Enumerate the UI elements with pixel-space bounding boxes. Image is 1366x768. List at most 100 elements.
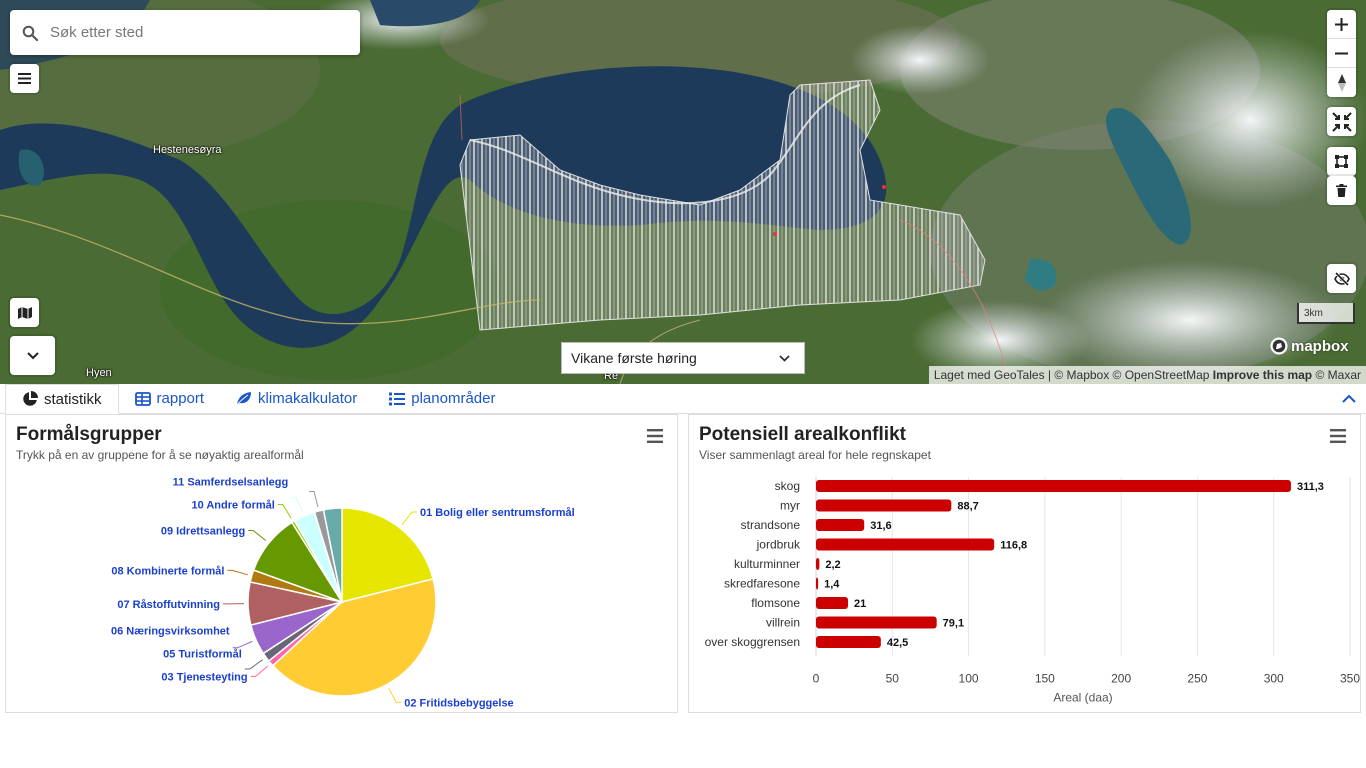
y-category-label: kulturminner [734,557,800,571]
compass-button[interactable] [1327,68,1356,97]
x-tick-label: 250 [1187,672,1207,686]
tab-klimakalkulator[interactable]: klimakalkulator [220,384,373,413]
pie-label[interactable]: 03 Tjenesteyting [161,671,247,683]
tab-bar: statistikk rapport klimakalkulator plano… [0,384,1366,414]
bar-chart[interactable]: 0 50 100 150 200 250 300 350 skog 311,3 myr 88,7 str… [689,473,1360,713]
pie-connector [250,665,269,677]
hamburger-icon [18,73,31,84]
bar-value-label: 88,7 [957,501,978,513]
pie-slice[interactable] [322,507,343,603]
y-category-label: skredfaresone [724,577,800,591]
zoom-out-button[interactable] [1327,39,1356,68]
improve-map-link[interactable]: Improve this map [1212,368,1313,382]
panel-subtitle: Viser sammenlagt areal for hele regnskap… [699,448,931,462]
collapse-panel-button[interactable] [1342,390,1356,408]
bar[interactable] [816,616,937,629]
basemap-button[interactable] [10,298,39,327]
pie-label[interactable]: 10 Andre formål [191,500,274,512]
pie-chart-panel: Formålsgrupper Trykk på en av gruppene f… [5,414,678,713]
bar-value-label: 116,8 [1000,540,1027,552]
pie-connector [388,687,402,703]
scale-bar: 3km [1297,303,1355,324]
mapbox-logo[interactable]: mapbox [1270,337,1349,355]
chart-menu-button[interactable] [647,429,663,448]
tab-statistikk[interactable]: statistikk [5,384,119,414]
zoom-controls [1327,10,1356,97]
mapbox-icon [1270,337,1288,355]
x-tick-label: 300 [1264,672,1284,686]
pie-connector [401,511,418,525]
attribution-suffix[interactable]: © Maxar [1312,368,1361,382]
polygon-icon [1335,155,1348,168]
search-box [10,10,360,55]
pie-label[interactable]: 09 Idrettsanlegg [161,526,245,538]
bar[interactable] [816,519,865,531]
x-tick-label: 0 [813,672,820,686]
tab-label: statistikk [44,390,102,408]
panel-title: Formålsgrupper [16,424,162,445]
pie-connector [277,504,292,519]
toggle-visibility-button[interactable] [1327,264,1356,293]
minus-icon [1335,52,1348,54]
fullscreen-button[interactable] [1327,107,1356,136]
bar[interactable] [816,499,952,512]
tab-planomrader[interactable]: planområder [373,384,511,413]
attribution-text[interactable]: Laget med GeoTales | © Mapbox © OpenStre… [933,368,1213,382]
pie-label[interactable]: 05 Turistformål [163,648,242,660]
bar-value-label: 42,5 [887,637,908,649]
leaf-icon [236,392,252,406]
pie-label[interactable]: 11 Samferdselsanlegg [173,477,289,489]
y-category-label: skog [775,479,800,493]
pie-label[interactable]: 07 Råstoffutvinning [117,599,220,611]
pie-connector [248,530,266,541]
y-category-label: flomsone [751,596,800,610]
bar[interactable] [816,480,1291,492]
search-input[interactable] [50,24,340,41]
pie-label[interactable]: 06 Næringsvirksomhet [111,625,230,637]
pie-slice[interactable] [271,578,437,697]
search-icon [22,25,38,41]
satellite-imagery [0,0,1366,384]
x-tick-label: 50 [886,672,900,686]
bar[interactable] [816,538,995,551]
draw-polygon-button[interactable] [1327,147,1356,176]
list-icon [389,392,406,405]
x-tick-label: 200 [1111,672,1131,686]
pie-connector [232,640,253,649]
place-label: Hestenesøyra [153,144,222,156]
chevron-down-icon [26,351,39,359]
table-icon [134,391,151,406]
x-tick-label: 100 [959,672,979,686]
bar[interactable] [816,558,820,570]
pie-chart[interactable]: 01 Bolig eller sentrumsformål 02 Fritidsb… [6,473,677,713]
map-icon [17,306,32,319]
expand-button[interactable] [10,336,55,375]
bar-value-label: 79,1 [943,618,964,630]
tab-rapport[interactable]: rapport [119,384,221,413]
mapbox-logo-text: mapbox [1291,337,1349,355]
tab-label: klimakalkulator [258,390,358,407]
bar-value-label: 1,4 [824,579,840,591]
pie-label[interactable]: 01 Bolig eller sentrumsformål [420,507,575,519]
bar[interactable] [816,577,819,590]
panel-title: Potensiell arealkonflikt [699,424,906,445]
pie-slice[interactable] [341,507,435,603]
hamburger-icon [647,429,663,443]
pie-connector [309,490,319,508]
menu-button[interactable] [10,64,39,93]
map-view[interactable]: Hestenesøyra Hyen Re [0,0,1366,384]
bar[interactable] [816,636,881,648]
x-tick-label: 350 [1340,672,1360,686]
pie-label[interactable]: 02 Fritidsbebyggelse [404,697,513,709]
y-category-label: villrein [766,616,800,630]
zoom-in-button[interactable] [1327,10,1356,39]
bar[interactable] [816,597,849,609]
pie-label[interactable]: 08 Kombinerte formål [111,565,224,577]
chart-menu-button[interactable] [1330,429,1346,448]
bar-value-label: 2,2 [825,559,840,571]
y-category-label: over skoggrensen [705,635,800,649]
delete-button[interactable] [1327,176,1356,205]
compress-icon [1331,111,1352,132]
hamburger-icon [1330,429,1346,443]
plan-select[interactable]: Vikane første høring [561,342,805,374]
